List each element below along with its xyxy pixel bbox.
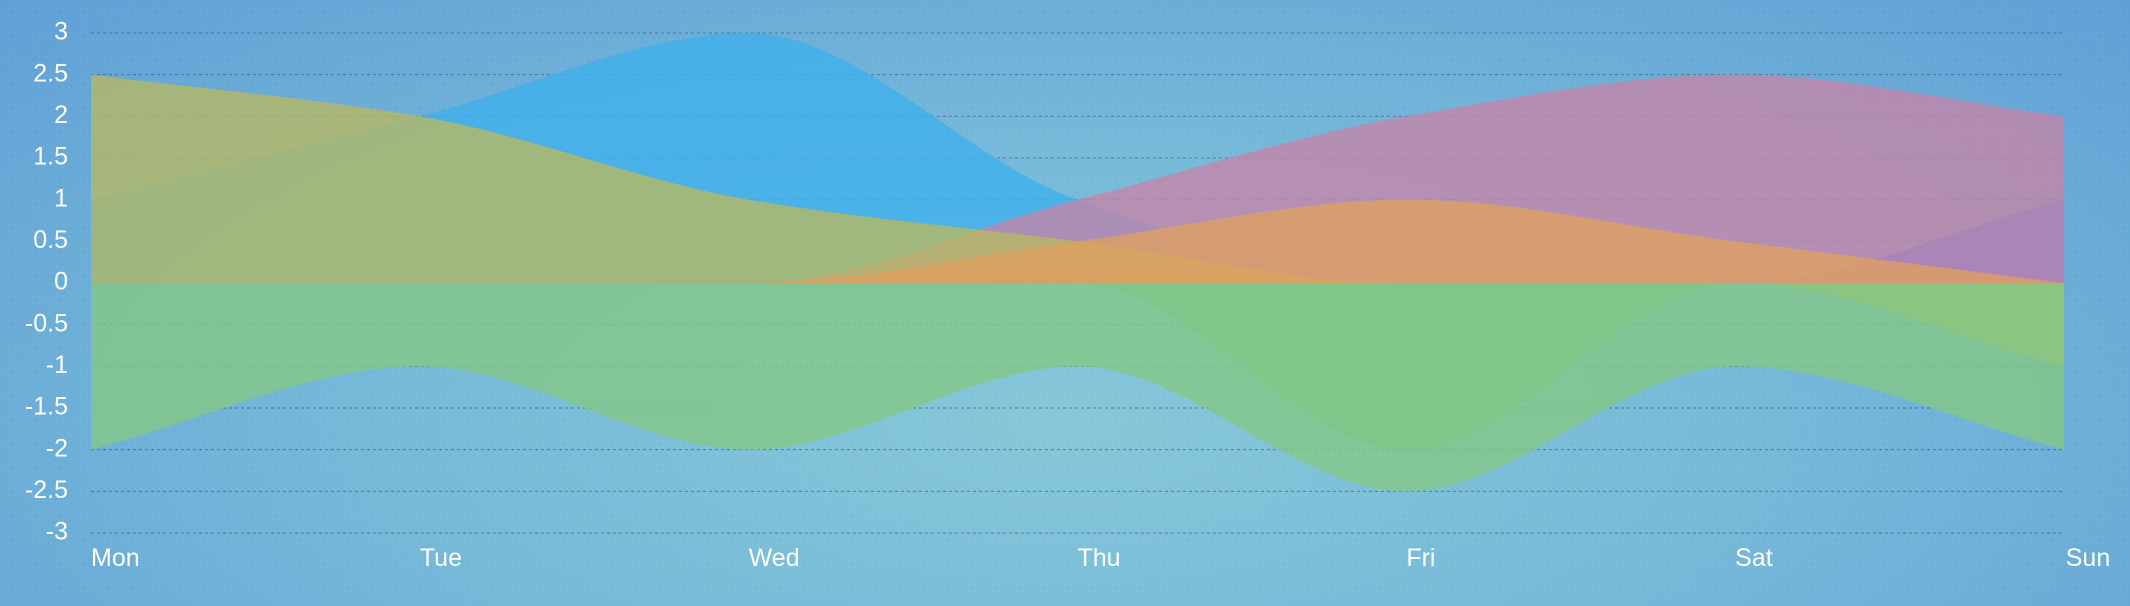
y-tick-label: -0.5 [25, 309, 68, 337]
y-tick-label: 1 [54, 184, 68, 212]
y-tick-label: 0.5 [33, 226, 68, 254]
y-axis-ticks: 3 2.5 2 1.5 1 0.5 0 -0.5 -1 -1.5 -2 -2.5 -3 [25, 18, 68, 546]
x-tick-label: Thu [1078, 544, 1121, 572]
y-tick-label: -2 [46, 434, 68, 462]
y-tick-label: 2 [54, 101, 68, 129]
y-tick-label: -3 [46, 518, 68, 546]
y-tick-label: 2.5 [33, 59, 68, 87]
series-area [91, 199, 2064, 283]
x-tick-label: Sun [2066, 544, 2110, 572]
y-tick-label: 1.5 [33, 143, 68, 171]
y-tick-label: 3 [54, 18, 68, 46]
x-tick-label: Mon [91, 544, 140, 572]
x-tick-label: Fri [1406, 544, 1435, 572]
series-area [91, 74, 2064, 367]
x-tick-label: Wed [749, 544, 800, 572]
x-tick-label: Sat [1735, 544, 1773, 572]
y-tick-label: -1.5 [25, 393, 68, 421]
y-tick-label: 0 [54, 268, 68, 296]
y-tick-label: -2.5 [25, 476, 68, 504]
series-area [91, 283, 2064, 492]
x-axis-ticks: Mon Tue Wed Thu Fri Sat Sun [91, 544, 2110, 572]
y-tick-label: -1 [46, 351, 68, 379]
x-tick-label: Tue [420, 544, 462, 572]
series-areas [91, 33, 2064, 492]
